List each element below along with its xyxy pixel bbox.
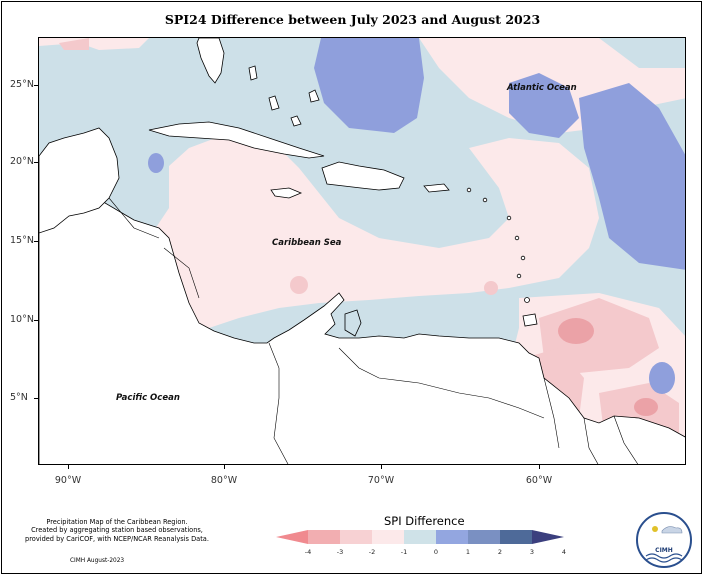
positive-zone-small <box>148 153 164 173</box>
colorbar-segment <box>404 530 436 544</box>
cuba-land <box>148 121 325 159</box>
antilles-land <box>524 297 530 303</box>
bahamas-land <box>290 115 302 127</box>
footnote: Precipitation Map of the Caribbean Regio… <box>12 518 222 543</box>
footnote-line: Created by aggregating station based obs… <box>31 526 203 535</box>
colorbar-extend-low <box>276 530 308 544</box>
logo-emblem <box>645 526 683 563</box>
map-title: SPI24 Difference between July 2023 and A… <box>164 12 541 27</box>
colorbar-segment <box>468 530 500 544</box>
negative-zone-caribbean <box>39 133 599 464</box>
lon-label-60w: 60°W <box>525 475 553 486</box>
footnote-line: provided by CariCOF, with NCEP/NCAR Rean… <box>25 534 209 543</box>
lat-label-15n: 15°N <box>10 235 34 246</box>
antilles-land <box>514 235 520 241</box>
positive-zone-northeast <box>509 73 579 138</box>
maracaibo-lake <box>344 309 362 337</box>
lon-label-80w: 80°W <box>210 475 238 486</box>
bahamas-land <box>248 65 258 81</box>
colorbar-tick-label: -4 <box>305 548 311 556</box>
colorbar-extend-high <box>532 530 564 544</box>
colorbar-segment <box>340 530 372 544</box>
colorbar-title: SPI Difference <box>384 514 465 528</box>
colorbar-segment <box>436 530 468 544</box>
moderate-negative-zone <box>484 281 498 295</box>
strong-negative-zone <box>558 318 594 344</box>
country-borders <box>108 197 639 464</box>
lat-label-10n: 10°N <box>10 314 34 325</box>
colorbar-tick-label: -1 <box>401 548 407 556</box>
lon-tick <box>224 465 225 469</box>
colorbar-segment <box>372 530 404 544</box>
label-pacific-ocean: Pacific Ocean <box>116 393 180 403</box>
map-canvas <box>39 38 685 464</box>
land-outlines <box>39 38 685 464</box>
puerto-rico-land <box>423 183 450 193</box>
footnote-line: Precipitation Map of the Caribbean Regio… <box>46 518 188 526</box>
antilles-land <box>466 187 472 193</box>
colorbar-tick-label: 1 <box>466 548 470 556</box>
label-atlantic-ocean: Atlantic Ocean <box>507 83 577 93</box>
colorbar-tick-label: 0 <box>434 548 438 556</box>
credit: CIMH August-2023 <box>70 558 125 564</box>
lat-label-5n: 5°N <box>10 392 28 403</box>
yucatan-land <box>39 127 120 234</box>
antilles-land <box>516 273 522 279</box>
positive-zone-north <box>314 38 424 133</box>
central-america-land <box>39 139 685 464</box>
colorbar-tick-label: -2 <box>369 548 375 556</box>
positive-zone-east <box>579 83 685 270</box>
lat-tick <box>34 85 38 86</box>
moderate-negative-zone <box>59 38 89 50</box>
lat-tick <box>34 320 38 321</box>
cimh-logo: CIMH <box>636 512 692 568</box>
lon-label-70w: 70°W <box>367 475 395 486</box>
colorbar: -4 -3 -2 -1 0 1 2 3 4 <box>276 530 566 556</box>
colorbar-tick-label: -3 <box>337 548 343 556</box>
florida-land <box>196 38 225 84</box>
lon-label-90w: 90°W <box>54 475 82 486</box>
colorbar-tick-label: 4 <box>562 548 566 556</box>
positive-zone-small <box>649 362 675 394</box>
spi-map: Atlantic Ocean Caribbean Sea Pacific Oce… <box>38 37 686 465</box>
colorbar-segment <box>500 530 532 544</box>
antilles-land <box>520 255 526 261</box>
lon-tick <box>68 465 69 469</box>
hispaniola-land <box>321 161 405 191</box>
negative-zone-northwest <box>39 38 149 50</box>
label-caribbean-sea: Caribbean Sea <box>272 238 342 248</box>
antilles-land <box>506 215 512 221</box>
colorbar-tick-label: 3 <box>530 548 534 556</box>
moderate-negative-zone <box>539 298 659 373</box>
antilles-land <box>482 197 488 203</box>
lat-label-25n: 25°N <box>10 79 34 90</box>
strong-negative-zone <box>634 398 658 416</box>
trinidad-land <box>522 313 538 327</box>
lat-tick <box>34 398 38 399</box>
lat-tick <box>34 162 38 163</box>
lon-tick <box>539 465 540 469</box>
lat-label-20n: 20°N <box>10 156 34 167</box>
colorbar-tick-label: 2 <box>498 548 502 556</box>
lat-tick <box>34 241 38 242</box>
jamaica-land <box>270 187 303 199</box>
moderate-negative-zone <box>290 276 308 294</box>
colorbar-segment <box>308 530 340 544</box>
lon-tick <box>381 465 382 469</box>
bahamas-land <box>308 89 320 103</box>
bahamas-land <box>268 95 280 111</box>
logo-text: CIMH <box>655 547 673 554</box>
